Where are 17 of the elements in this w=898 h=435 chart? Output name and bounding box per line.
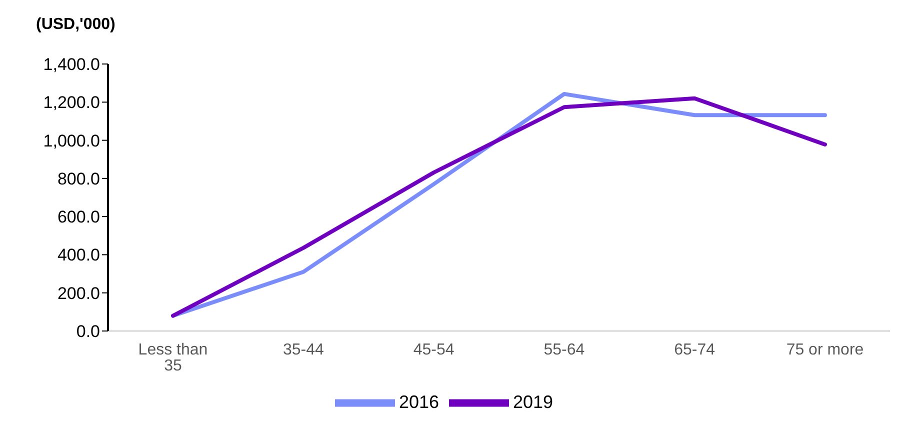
y-tick-label: 600.0 [57, 208, 100, 227]
y-tick-label: 1,400.0 [43, 55, 100, 74]
x-tick-label: 35-44 [282, 341, 324, 358]
legend-label: 2016 [398, 392, 439, 412]
x-tick-label: 45-54 [413, 341, 454, 358]
y-tick-label: 0.0 [76, 322, 100, 342]
y-tick-label: 400.0 [57, 246, 100, 265]
y-axis-title: (USD,'000) [36, 16, 116, 34]
x-tick-label: 75 or more [786, 341, 864, 358]
x-tick-label: 65-74 [674, 341, 716, 358]
y-tick-label: 200.0 [57, 284, 100, 303]
y-tick-label: 1,000.0 [43, 131, 100, 150]
y-tick-label: 800.0 [57, 169, 100, 188]
legend-label: 2019 [513, 392, 554, 412]
x-tick-label: Less than 35 [138, 341, 208, 374]
x-tick-label: 55-64 [544, 341, 585, 358]
y-tick-label: 1,200.0 [43, 93, 100, 112]
